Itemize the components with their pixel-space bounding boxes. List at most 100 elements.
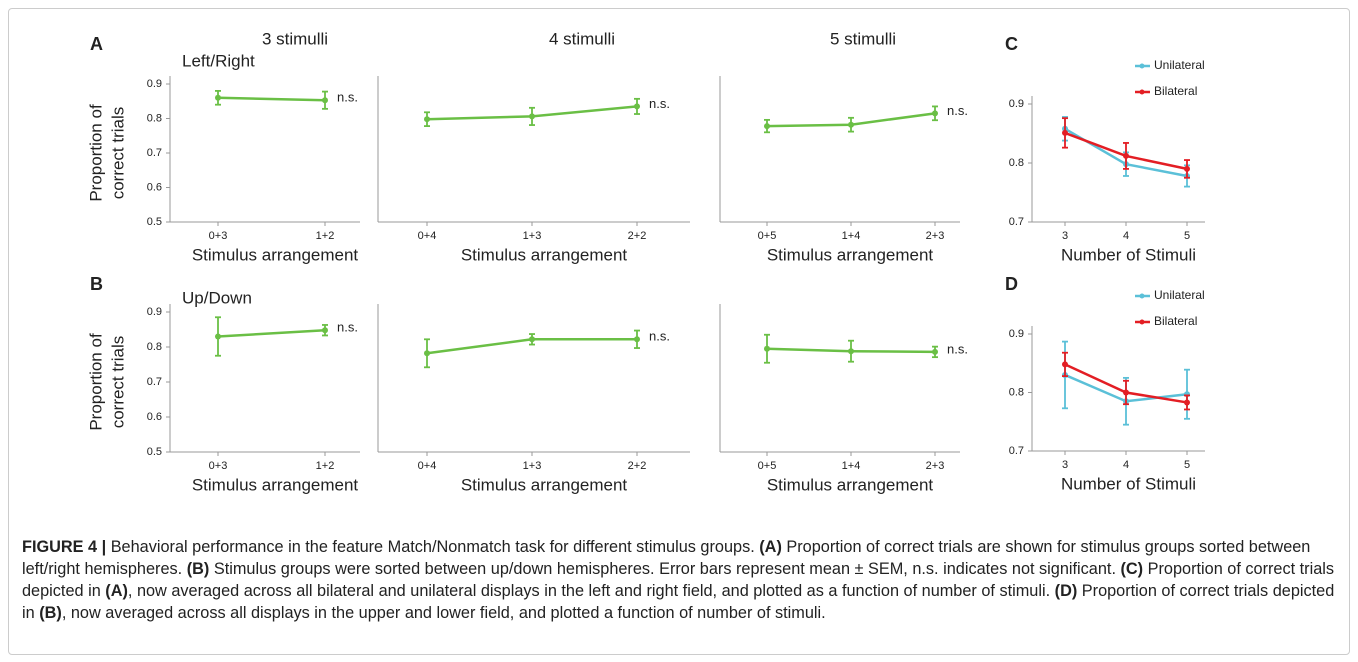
x-tick-label: 4 <box>1123 230 1129 242</box>
y-tick-label: 0.6 <box>147 411 162 423</box>
data-point <box>848 121 854 128</box>
subtitle: Up/Down <box>182 288 252 307</box>
x-axis-label: Stimulus arrangement <box>461 475 628 494</box>
y-tick-label: 0.8 <box>147 112 162 124</box>
x-axis-label: Number of Stimuli <box>1061 474 1196 493</box>
x-tick-label: 2+2 <box>628 230 647 242</box>
panel-letter: A <box>90 34 103 54</box>
legend-swatch <box>1139 89 1145 95</box>
legend-label: Bilateral <box>1154 314 1197 328</box>
legend-swatch <box>1139 293 1145 299</box>
data-point <box>322 327 328 334</box>
data-point <box>1184 165 1190 172</box>
x-axis-label: Number of Stimuli <box>1061 245 1196 264</box>
caption-text: (B) <box>186 560 210 578</box>
x-tick-label: 1+4 <box>842 460 861 472</box>
x-tick-label: 0+3 <box>209 460 228 472</box>
subtitle: Left/Right <box>182 51 255 70</box>
caption-text: Behavioral performance in the feature Ma… <box>106 538 760 556</box>
x-tick-label: 0+4 <box>418 230 437 242</box>
x-tick-label: 1+2 <box>316 230 335 242</box>
x-tick-label: 2+3 <box>926 460 945 472</box>
data-point <box>764 123 770 130</box>
x-tick-label: 2+2 <box>628 460 647 472</box>
caption-text: FIGURE 4 | <box>22 538 107 556</box>
data-point <box>1123 389 1129 396</box>
data-point <box>215 333 221 340</box>
x-tick-label: 5 <box>1184 459 1190 471</box>
y-tick-label: 0.9 <box>1009 328 1024 340</box>
annotation: n.s. <box>649 329 670 344</box>
x-tick-label: 3 <box>1062 230 1068 242</box>
annotation: n.s. <box>649 96 670 111</box>
caption-text: (B) <box>39 604 62 622</box>
caption-text: Proportion of correct trials are shown f… <box>22 538 1311 578</box>
panel-letter: D <box>1005 274 1018 294</box>
x-axis-label: Stimulus arrangement <box>461 245 628 264</box>
y-axis-label: Proportion of <box>86 333 105 431</box>
y-tick-label: 0.6 <box>147 181 162 193</box>
caption-text: (C) <box>1120 560 1144 578</box>
y-tick-label: 0.5 <box>147 216 162 228</box>
caption-text: , now averaged across all displays in th… <box>61 604 826 622</box>
figure-frame <box>8 8 1350 655</box>
caption-text: Proportion of correct trials depicted in <box>22 582 1335 622</box>
data-point <box>932 110 938 117</box>
legend-label: Unilateral <box>1154 288 1205 302</box>
x-tick-label: 5 <box>1184 230 1190 242</box>
data-point <box>215 94 221 101</box>
y-tick-label: 0.8 <box>1009 386 1024 398</box>
data-point <box>1062 361 1068 368</box>
annotation: n.s. <box>947 341 968 356</box>
x-axis-label: Stimulus arrangement <box>767 475 934 494</box>
y-tick-label: 0.9 <box>147 306 162 318</box>
data-point <box>529 336 535 343</box>
x-axis-label: Stimulus arrangement <box>192 245 359 264</box>
annotation: n.s. <box>337 90 358 105</box>
y-axis-label: correct trials <box>108 107 127 200</box>
y-tick-label: 0.5 <box>147 446 162 458</box>
y-tick-label: 0.9 <box>147 78 162 90</box>
caption: FIGURE 4 | Behavioral performance in the… <box>22 536 1340 624</box>
x-tick-label: 1+2 <box>316 460 335 472</box>
legend-label: Unilateral <box>1154 58 1205 72</box>
legend-swatch <box>1139 319 1145 325</box>
y-tick-label: 0.8 <box>147 341 162 353</box>
caption-text: Stimulus groups were sorted between up/d… <box>209 560 1121 578</box>
y-tick-label: 0.7 <box>1009 445 1024 457</box>
x-tick-label: 0+3 <box>209 230 228 242</box>
x-tick-label: 1+3 <box>523 230 542 242</box>
data-point <box>848 348 854 355</box>
x-tick-label: 0+4 <box>418 460 437 472</box>
legend-label: Bilateral <box>1154 84 1197 98</box>
data-point <box>529 113 535 120</box>
column-title: 5 stimulli <box>830 29 896 48</box>
x-tick-label: 2+3 <box>926 230 945 242</box>
y-tick-label: 0.7 <box>1009 216 1024 228</box>
y-tick-label: 0.7 <box>147 147 162 159</box>
data-point <box>932 348 938 355</box>
column-title: 3 stimulli <box>262 29 328 48</box>
data-point <box>1184 399 1190 406</box>
series-line <box>217 96 326 102</box>
caption-text: (D) <box>1054 582 1078 600</box>
data-point <box>424 116 430 123</box>
y-tick-label: 0.9 <box>1009 98 1024 110</box>
caption-text: (A) <box>759 538 782 556</box>
caption-text: , now averaged across all bilateral and … <box>127 582 1055 600</box>
data-point <box>764 345 770 352</box>
x-axis-label: Stimulus arrangement <box>767 245 934 264</box>
y-axis-label: Proportion of <box>86 104 105 202</box>
data-point <box>1062 129 1068 136</box>
series-line <box>217 328 326 338</box>
data-point <box>634 336 640 343</box>
data-point <box>634 103 640 110</box>
x-tick-label: 0+5 <box>758 230 777 242</box>
data-point <box>322 97 328 104</box>
annotation: n.s. <box>337 320 358 335</box>
x-tick-label: 1+3 <box>523 460 542 472</box>
caption-text: Proportion of correct trials depicted in <box>22 560 1335 600</box>
caption-text: (A) <box>105 582 128 600</box>
column-title: 4 stimulli <box>549 29 615 48</box>
